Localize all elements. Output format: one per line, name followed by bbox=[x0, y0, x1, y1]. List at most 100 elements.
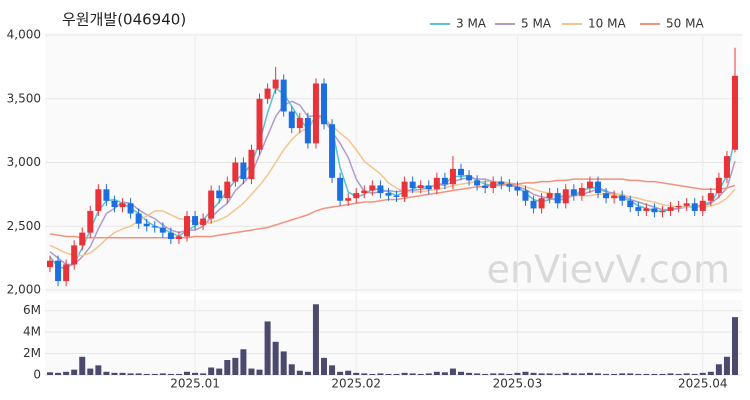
candle-body bbox=[192, 216, 199, 225]
candle-body bbox=[337, 177, 344, 201]
volume-panel bbox=[45, 300, 742, 376]
candle-body bbox=[482, 185, 489, 188]
candle-body bbox=[675, 205, 682, 208]
candle-body bbox=[554, 193, 561, 204]
candle-body bbox=[264, 88, 271, 99]
volume-bar bbox=[304, 371, 311, 375]
volume-bar bbox=[458, 371, 464, 375]
volume-bar bbox=[232, 357, 239, 375]
volume-bar bbox=[667, 373, 674, 375]
candle-body bbox=[87, 210, 94, 233]
volume-bar bbox=[63, 371, 70, 375]
candle-body bbox=[47, 260, 53, 268]
candle-body bbox=[361, 190, 368, 194]
y-tick-label: 6M bbox=[23, 303, 41, 317]
candle-body bbox=[401, 181, 408, 197]
ma-line bbox=[49, 117, 736, 257]
x-tick-label: 2025.04 bbox=[678, 377, 728, 391]
candle-body bbox=[135, 213, 142, 224]
legend-label: 5 MA bbox=[521, 17, 552, 31]
volume-bar bbox=[377, 373, 384, 375]
candle-body bbox=[103, 189, 110, 201]
candle-body bbox=[55, 260, 62, 282]
candle-body bbox=[159, 227, 166, 233]
volume-bar bbox=[312, 304, 319, 375]
volume-bar bbox=[627, 373, 634, 375]
candle-body bbox=[619, 195, 626, 201]
y-tick-label: 0 bbox=[33, 368, 41, 382]
x-tick-label: 2025.03 bbox=[493, 377, 543, 391]
candle-body bbox=[232, 162, 239, 182]
volume-bar bbox=[449, 368, 456, 375]
candle-body bbox=[723, 156, 730, 178]
candle-body bbox=[417, 185, 424, 188]
candle-body bbox=[546, 193, 553, 199]
candle-body bbox=[175, 236, 182, 239]
volume-bar bbox=[272, 341, 279, 375]
volume-bar bbox=[506, 373, 513, 375]
volume-bar bbox=[466, 372, 473, 375]
volume-bar bbox=[441, 372, 448, 375]
volume-bar bbox=[119, 372, 126, 375]
volume-bar bbox=[248, 368, 255, 375]
volume-bar bbox=[280, 351, 287, 375]
volume-bar bbox=[562, 372, 569, 375]
candle-body bbox=[635, 207, 642, 211]
volume-bar bbox=[691, 373, 698, 375]
volume-bar bbox=[683, 373, 690, 375]
volume-bar bbox=[538, 373, 545, 375]
volume-bar bbox=[192, 372, 199, 375]
candle-body bbox=[167, 232, 174, 239]
candle-body bbox=[304, 117, 311, 144]
candle-body bbox=[216, 190, 223, 199]
candle-body bbox=[240, 162, 247, 180]
watermark: enVievV.com bbox=[487, 248, 730, 292]
volume-bar bbox=[47, 372, 53, 375]
volume-bar bbox=[288, 364, 295, 375]
candle-body bbox=[643, 208, 650, 211]
volume-bar bbox=[103, 371, 110, 375]
volume-bar bbox=[159, 373, 166, 375]
candle-body bbox=[466, 175, 473, 181]
volume-bar bbox=[361, 373, 368, 375]
candle-body bbox=[321, 83, 327, 125]
volume-bar bbox=[296, 370, 303, 375]
candle-body bbox=[498, 181, 505, 185]
candle-body bbox=[651, 208, 658, 213]
candle-body bbox=[603, 193, 610, 199]
volume-bar bbox=[240, 349, 247, 375]
volume-bar bbox=[175, 373, 182, 375]
volume-bar bbox=[87, 368, 94, 375]
volume-bar bbox=[530, 372, 537, 375]
volume-bar bbox=[611, 373, 618, 375]
volume-bar bbox=[417, 373, 424, 375]
volume-bar bbox=[95, 365, 102, 375]
candle-body bbox=[272, 79, 279, 89]
volume-bar bbox=[385, 373, 392, 375]
candle-body bbox=[538, 198, 545, 209]
volume-bar bbox=[554, 373, 561, 375]
candle-body bbox=[715, 177, 722, 194]
candle-body bbox=[578, 188, 585, 196]
candle-body bbox=[699, 200, 706, 211]
candle-body bbox=[248, 149, 255, 180]
y-tick-label: 4,000 bbox=[7, 28, 41, 42]
volume-bar bbox=[216, 368, 223, 375]
volume-bar bbox=[393, 373, 400, 375]
candle-body bbox=[119, 203, 126, 208]
x-tick-label: 2025.02 bbox=[331, 377, 381, 391]
candle-body bbox=[586, 181, 593, 188]
volume-bar bbox=[151, 373, 158, 375]
chart-title: 우원개발(046940) bbox=[62, 11, 186, 29]
candle-body bbox=[474, 180, 481, 186]
volume-bar bbox=[643, 373, 650, 375]
legend-label: 10 MA bbox=[588, 17, 626, 31]
candle-body bbox=[71, 245, 78, 265]
candle-body bbox=[111, 200, 118, 208]
volume-bar bbox=[345, 370, 352, 375]
volume-bar bbox=[522, 371, 529, 375]
candle-body bbox=[353, 193, 360, 199]
volume-bar bbox=[482, 373, 489, 375]
volume-bar bbox=[224, 360, 231, 375]
volume-bar bbox=[329, 365, 336, 375]
